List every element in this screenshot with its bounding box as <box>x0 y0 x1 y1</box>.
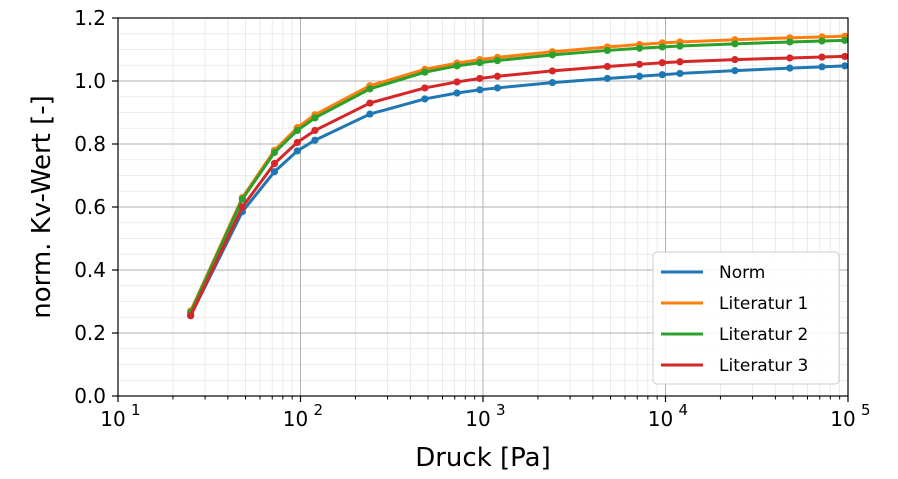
y-axis: 0.0 0.2 0.4 0.6 0.8 1.0 1.2 <box>74 6 118 408</box>
data-point <box>476 59 484 67</box>
data-point <box>270 168 279 176</box>
data-point <box>841 36 849 44</box>
data-point <box>548 51 556 59</box>
x-tick-label: 10 <box>100 407 125 431</box>
legend-label: Literatur 2 <box>719 325 808 345</box>
data-point <box>311 136 319 144</box>
data-point <box>293 147 301 155</box>
legend-label: Literatur 3 <box>719 356 808 376</box>
data-point <box>238 195 246 203</box>
series-layer <box>187 32 849 320</box>
data-point <box>786 54 794 62</box>
y-tick-label: 0.0 <box>74 384 106 408</box>
data-point <box>818 37 826 45</box>
y-tick-label: 1.2 <box>74 6 106 30</box>
x-tick-label: 10 <box>830 407 855 431</box>
data-point <box>676 42 684 50</box>
legend-item: Literatur 2 <box>661 325 808 345</box>
x-tick-exponent: 3 <box>496 401 506 419</box>
data-point <box>311 126 319 135</box>
y-tick-label: 0.4 <box>74 258 106 282</box>
legend-item: Literatur 3 <box>661 356 808 376</box>
data-point <box>603 46 611 55</box>
legend-label: Literatur 1 <box>719 294 808 314</box>
data-point <box>676 69 684 78</box>
data-point <box>493 56 502 65</box>
data-point <box>366 85 374 93</box>
data-point <box>676 58 684 66</box>
y-tick-label: 0.8 <box>74 132 106 156</box>
data-point <box>548 67 556 75</box>
data-point <box>658 59 666 67</box>
data-point <box>311 114 319 122</box>
y-tick-label: 1.0 <box>74 69 106 93</box>
data-point <box>841 62 849 70</box>
data-point <box>731 55 739 64</box>
data-point <box>270 148 279 157</box>
data-point <box>603 62 611 71</box>
data-point <box>453 62 461 70</box>
legend-label: Norm <box>719 263 765 283</box>
data-point <box>786 64 794 72</box>
data-point <box>731 67 739 75</box>
data-point <box>548 78 556 87</box>
data-point <box>293 138 301 147</box>
data-point <box>786 38 794 46</box>
y-tick-label: 0.6 <box>74 195 106 219</box>
x-tick-exponent: 5 <box>861 401 871 419</box>
series-4 <box>187 52 849 320</box>
x-tick-label: 10 <box>283 407 308 431</box>
data-point <box>366 110 374 118</box>
x-axis-label: Druck [Pa] <box>415 443 551 473</box>
legend-box <box>652 251 840 385</box>
data-point <box>635 44 644 52</box>
legend-item: Literatur 1 <box>661 294 808 314</box>
data-point <box>453 89 461 97</box>
y-tick-label: 0.2 <box>74 321 106 345</box>
series-3 <box>187 36 849 317</box>
data-point <box>187 312 195 320</box>
data-point <box>841 52 849 61</box>
x-axis: 10 1 10 2 10 3 10 4 10 5 <box>100 396 871 431</box>
data-point <box>366 99 374 107</box>
data-point <box>453 78 461 86</box>
data-point <box>635 60 644 68</box>
data-point <box>818 53 826 61</box>
x-tick-label: 10 <box>465 407 490 431</box>
legend-item: Norm <box>661 263 765 283</box>
data-point <box>476 86 484 94</box>
data-point <box>421 84 429 92</box>
data-point <box>658 43 666 51</box>
legend: Norm Literatur 1 Literatur 2 Literatur 3 <box>652 251 840 385</box>
x-tick-exponent: 4 <box>679 401 689 419</box>
y-axis-label: norm. Kv-Wert [-] <box>27 95 57 319</box>
data-point <box>476 74 484 83</box>
x-tick-exponent: 2 <box>314 401 324 419</box>
data-point <box>603 74 611 83</box>
data-point <box>658 71 666 79</box>
data-point <box>493 72 502 80</box>
data-point <box>293 126 301 135</box>
data-point <box>421 95 429 103</box>
series-1 <box>187 62 849 320</box>
data-point <box>493 84 502 92</box>
data-point <box>635 72 644 80</box>
data-point <box>731 40 739 48</box>
x-tick-exponent: 1 <box>131 401 141 419</box>
data-point <box>270 159 279 168</box>
data-point <box>818 63 826 71</box>
data-point <box>421 68 429 76</box>
data-point <box>238 203 246 211</box>
x-tick-label: 10 <box>648 407 673 431</box>
